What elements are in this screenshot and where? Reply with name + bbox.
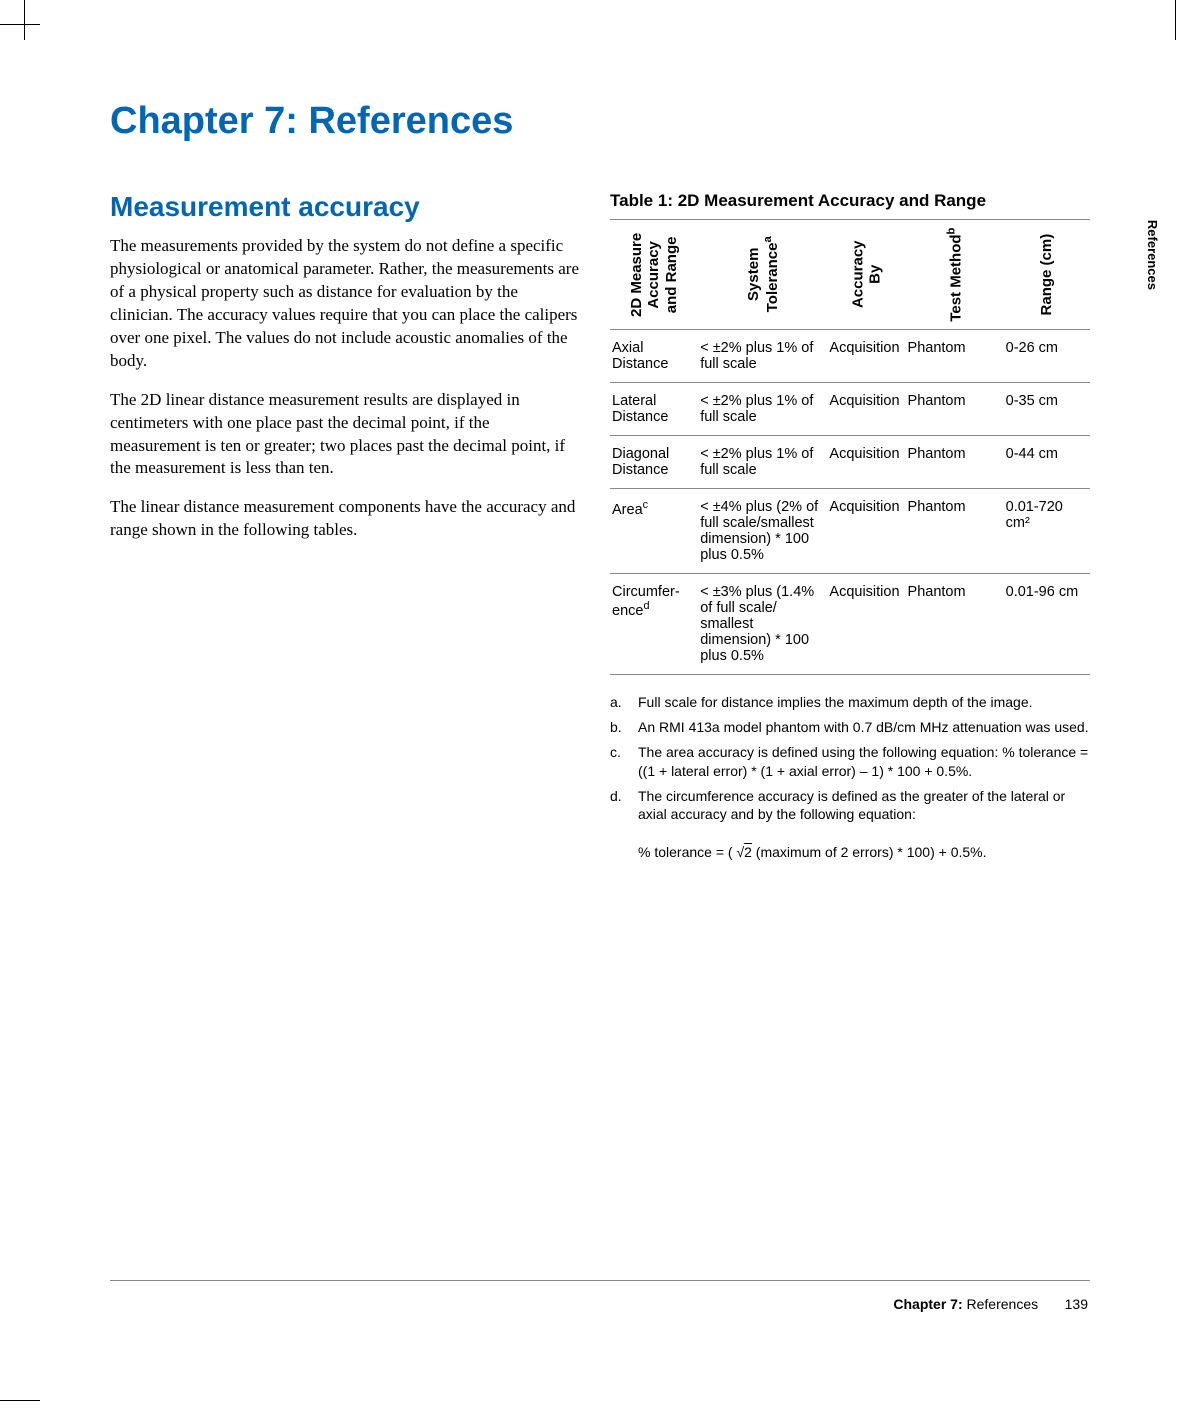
crop-mark [0, 1400, 40, 1401]
cell-method: Phantom [906, 383, 1004, 436]
crop-mark [1175, 0, 1176, 40]
cell-tolerance: < ±2% plus 1% of full scale [698, 330, 827, 383]
table-row: Lateral Distance < ±2% plus 1% of full s… [610, 383, 1090, 436]
side-tab-label: References [1145, 220, 1160, 290]
footnote: c. The area accuracy is defined using the… [610, 743, 1090, 781]
cell-measure: Areac [610, 489, 698, 574]
footnote: a. Full scale for distance implies the ma… [610, 693, 1090, 712]
measurement-table: 2D MeasureAccuracyand Range SystemTolera… [610, 219, 1090, 675]
cell-accuracy: Acquisition [827, 330, 905, 383]
footnote-label: d. [610, 787, 628, 863]
th-text: System [745, 248, 762, 301]
cell-accuracy: Acquisition [827, 489, 905, 574]
cell-accuracy: Acquisition [827, 383, 905, 436]
section-title: Measurement accuracy [110, 191, 580, 223]
th-text: Tolerance [764, 243, 781, 313]
chapter-title: Chapter 7: References [110, 100, 1090, 143]
cell-accuracy: Acquisition [827, 436, 905, 489]
footer-page-number: 139 [1042, 1296, 1088, 1312]
footnote-eq-part: % tolerance = ( [638, 844, 736, 860]
cell-measure: Circumfer-enced [610, 574, 698, 675]
page-content: Chapter 7: References Measurement accura… [110, 100, 1090, 868]
body-paragraph: The linear distance measurement componen… [110, 496, 580, 542]
cell-tolerance: < ±4% plus (2% of full scale/smallest di… [698, 489, 827, 574]
crop-mark [0, 24, 40, 25]
footnote-text: Full scale for distance implies the maxi… [638, 693, 1033, 712]
footnote-label: b. [610, 718, 628, 737]
body-paragraph: The measurements provided by the system … [110, 235, 580, 373]
cell-method: Phantom [906, 436, 1004, 489]
table-caption: Table 1: 2D Measurement Accuracy and Ran… [610, 191, 1090, 211]
cell-range: 0.01-96 cm [1004, 574, 1090, 675]
table-row: Axial Distance < ±2% plus 1% of full sca… [610, 330, 1090, 383]
table-row: Circumfer-enced < ±3% plus (1.4% of full… [610, 574, 1090, 675]
footnote-ref: d [643, 600, 649, 612]
table-row: Diagonal Distance < ±2% plus 1% of full … [610, 436, 1090, 489]
footnote-label: a. [610, 693, 628, 712]
cell-measure: Lateral Distance [610, 383, 698, 436]
cell-tolerance: < ±2% plus 1% of full scale [698, 383, 827, 436]
col-header-accuracy: AccuracyBy [827, 220, 905, 330]
cell-range: 0-35 cm [1004, 383, 1090, 436]
cell-range: 0-26 cm [1004, 330, 1090, 383]
footnote-label: c. [610, 743, 628, 781]
crop-mark [24, 0, 25, 40]
th-text: Accuracy [849, 241, 866, 309]
footnote-text: The area accuracy is defined using the f… [638, 743, 1090, 781]
table-header-row: 2D MeasureAccuracyand Range SystemTolera… [610, 220, 1090, 330]
cell-method: Phantom [906, 489, 1004, 574]
footnote-text: The circumference accuracy is defined as… [638, 787, 1090, 863]
right-column: Table 1: 2D Measurement Accuracy and Ran… [610, 191, 1090, 868]
cell-tolerance: < ±3% plus (1.4% of full scale/ smallest… [698, 574, 827, 675]
cell-range: 0.01-720 cm² [1004, 489, 1090, 574]
th-text: Test Method [947, 234, 964, 321]
footnote-text: An RMI 413a model phantom with 0.7 dB/cm… [638, 718, 1089, 737]
col-header-tolerance: SystemTolerancea [698, 220, 827, 330]
col-header-method: Test Methodb [906, 220, 1004, 330]
footnote: d. The circumference accuracy is defined… [610, 787, 1090, 863]
footnote-eq-part: (maximum of 2 errors) * 100) + 0.5%. [752, 844, 987, 860]
sqrt-expr: √2 [736, 844, 751, 860]
cell-accuracy: Acquisition [827, 574, 905, 675]
footnote: b. An RMI 413a model phantom with 0.7 dB/… [610, 718, 1090, 737]
two-column-layout: Measurement accuracy The measurements pr… [110, 191, 1090, 868]
sqrt-arg: 2 [744, 844, 752, 860]
cell-measure: Diagonal Distance [610, 436, 698, 489]
footnote-line: The circumference accuracy is defined as… [638, 788, 1065, 823]
footer-rule [110, 1280, 1090, 1281]
cell-measure: Axial Distance [610, 330, 698, 383]
col-header-range: Range (cm) [1004, 220, 1090, 330]
body-paragraph: The 2D linear distance measurement resul… [110, 389, 580, 481]
col-header-measure: 2D MeasureAccuracyand Range [610, 220, 698, 330]
table-footnotes: a. Full scale for distance implies the ma… [610, 693, 1090, 862]
th-text: By [866, 265, 883, 284]
left-column: Measurement accuracy The measurements pr… [110, 191, 580, 868]
footer-label: References [967, 1296, 1039, 1312]
cell-text: Area [612, 502, 643, 518]
footer-chapter: Chapter 7: [893, 1296, 962, 1312]
cell-method: Phantom [906, 330, 1004, 383]
cell-range: 0-44 cm [1004, 436, 1090, 489]
page-footer: Chapter 7: References 139 [893, 1296, 1088, 1312]
cell-method: Phantom [906, 574, 1004, 675]
cell-tolerance: < ±2% plus 1% of full scale [698, 436, 827, 489]
table-row: Areac < ±4% plus (2% of full scale/small… [610, 489, 1090, 574]
footnote-ref: c [643, 499, 648, 511]
